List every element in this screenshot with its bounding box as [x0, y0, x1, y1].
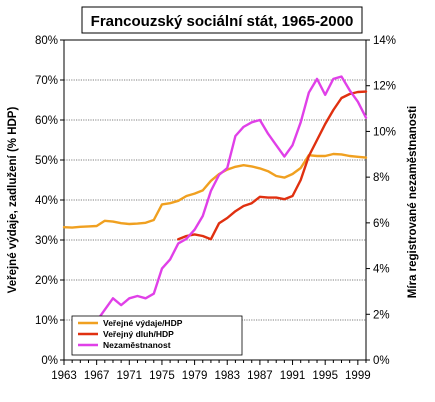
x-tick-label: 1987 — [247, 370, 273, 382]
y2-tick-label: 12% — [373, 81, 396, 93]
y2-tick-label: 4% — [373, 264, 390, 276]
y-tick-label: 10% — [35, 315, 58, 327]
y2-tick-label: 8% — [373, 172, 390, 184]
y2-tick-label: 2% — [373, 309, 390, 321]
left-axis: 0% 10% 20% 30% 40% 50% 60% 70% 80% — [35, 35, 64, 367]
y-tick-label: 80% — [35, 35, 58, 47]
x-tick-label: 1963 — [51, 370, 77, 382]
y-axis-label: Veřejné výdaje, zadlužení (% HDP) — [7, 107, 19, 294]
y-tick-label: 50% — [35, 155, 58, 167]
y-tick-label: 20% — [35, 275, 58, 287]
y-tick-label: 0% — [41, 355, 58, 367]
x-tick-label: 1979 — [182, 370, 208, 382]
y2-axis-label: Míra registrované nezaměstnanosti — [407, 106, 419, 298]
y-tick-label: 30% — [35, 235, 58, 247]
x-tick-label: 1967 — [84, 370, 110, 382]
x-tick-label: 1975 — [149, 370, 175, 382]
x-tick-label: 1991 — [280, 370, 306, 382]
series-line-1 — [62, 152, 368, 229]
y-tick-label: 60% — [35, 115, 58, 127]
series-line-3 — [87, 75, 368, 325]
legend-label: Veřejné výdaje/HDP — [103, 318, 183, 328]
series-line-2 — [177, 90, 368, 241]
legend-box — [71, 315, 243, 356]
x-tick-label: 1999 — [345, 370, 371, 382]
y2-tick-label: 0% — [373, 355, 390, 367]
x-tick-label: 1995 — [312, 370, 338, 382]
x-tick-label: 1983 — [214, 370, 240, 382]
legend-label: Nezaměstnanost — [103, 340, 171, 350]
y-tick-label: 40% — [35, 195, 58, 207]
y2-tick-label: 14% — [373, 35, 396, 47]
y2-tick-label: 6% — [373, 218, 390, 230]
legend-label: Veřejný dluh/HDP — [103, 329, 174, 339]
right-axis: 0% 2% 4% 6% 8% 10% 12% 14% — [366, 35, 396, 367]
series-layer — [62, 75, 368, 325]
y2-tick-label: 10% — [373, 126, 396, 138]
title-box — [81, 6, 363, 34]
y-tick-label: 70% — [35, 75, 58, 87]
chart-title: Francouzský sociální stát, 1965-2000 — [91, 13, 354, 30]
x-axis: 1963 1967 1971 1975 1979 1983 1987 1991 1995 1999 — [51, 360, 371, 382]
x-tick-label: 1971 — [117, 370, 143, 382]
